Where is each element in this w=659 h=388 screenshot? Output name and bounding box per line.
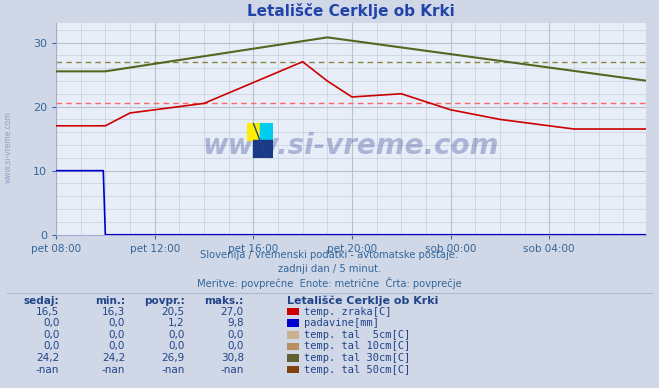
Text: min.:: min.:: [95, 296, 125, 306]
Text: -nan: -nan: [221, 365, 244, 375]
Title: Letališče Cerklje ob Krki: Letališče Cerklje ob Krki: [247, 3, 455, 19]
Text: Meritve: povprečne  Enote: metrične  Črta: povprečje: Meritve: povprečne Enote: metrične Črta:…: [197, 277, 462, 289]
Text: 24,2: 24,2: [102, 353, 125, 363]
Text: 0,0: 0,0: [43, 330, 59, 340]
Text: padavine[mm]: padavine[mm]: [304, 318, 379, 328]
Bar: [246, 123, 260, 140]
Text: 20,5: 20,5: [161, 307, 185, 317]
Text: 27,0: 27,0: [221, 307, 244, 317]
Text: zadnji dan / 5 minut.: zadnji dan / 5 minut.: [278, 264, 381, 274]
Text: temp. tal 10cm[C]: temp. tal 10cm[C]: [304, 341, 410, 352]
Text: 0,0: 0,0: [227, 330, 244, 340]
Text: Slovenija / vremenski podatki - avtomatske postaje.: Slovenija / vremenski podatki - avtomats…: [200, 250, 459, 260]
Text: www.si-vreme.com: www.si-vreme.com: [3, 111, 13, 184]
Text: temp. tal 50cm[C]: temp. tal 50cm[C]: [304, 365, 410, 375]
Text: Letališče Cerklje ob Krki: Letališče Cerklje ob Krki: [287, 296, 438, 306]
Text: 0,0: 0,0: [43, 318, 59, 328]
Text: -nan: -nan: [102, 365, 125, 375]
Text: povpr.:: povpr.:: [144, 296, 185, 306]
Bar: [253, 140, 273, 158]
Text: 0,0: 0,0: [168, 330, 185, 340]
Text: -nan: -nan: [36, 365, 59, 375]
Text: 1,2: 1,2: [168, 318, 185, 328]
Text: 24,2: 24,2: [36, 353, 59, 363]
Text: sedaj:: sedaj:: [24, 296, 59, 306]
Text: maks.:: maks.:: [204, 296, 244, 306]
Text: 16,5: 16,5: [36, 307, 59, 317]
Text: 0,0: 0,0: [109, 330, 125, 340]
Text: 9,8: 9,8: [227, 318, 244, 328]
Bar: [260, 123, 273, 140]
Text: 0,0: 0,0: [109, 341, 125, 352]
Text: -nan: -nan: [161, 365, 185, 375]
Text: 0,0: 0,0: [227, 341, 244, 352]
Text: temp. zraka[C]: temp. zraka[C]: [304, 307, 391, 317]
Text: 0,0: 0,0: [43, 341, 59, 352]
Text: 16,3: 16,3: [102, 307, 125, 317]
Text: 30,8: 30,8: [221, 353, 244, 363]
Text: temp. tal 30cm[C]: temp. tal 30cm[C]: [304, 353, 410, 363]
Text: 0,0: 0,0: [168, 341, 185, 352]
Text: www.si-vreme.com: www.si-vreme.com: [203, 132, 499, 160]
Text: 26,9: 26,9: [161, 353, 185, 363]
Text: temp. tal  5cm[C]: temp. tal 5cm[C]: [304, 330, 410, 340]
Text: 0,0: 0,0: [109, 318, 125, 328]
